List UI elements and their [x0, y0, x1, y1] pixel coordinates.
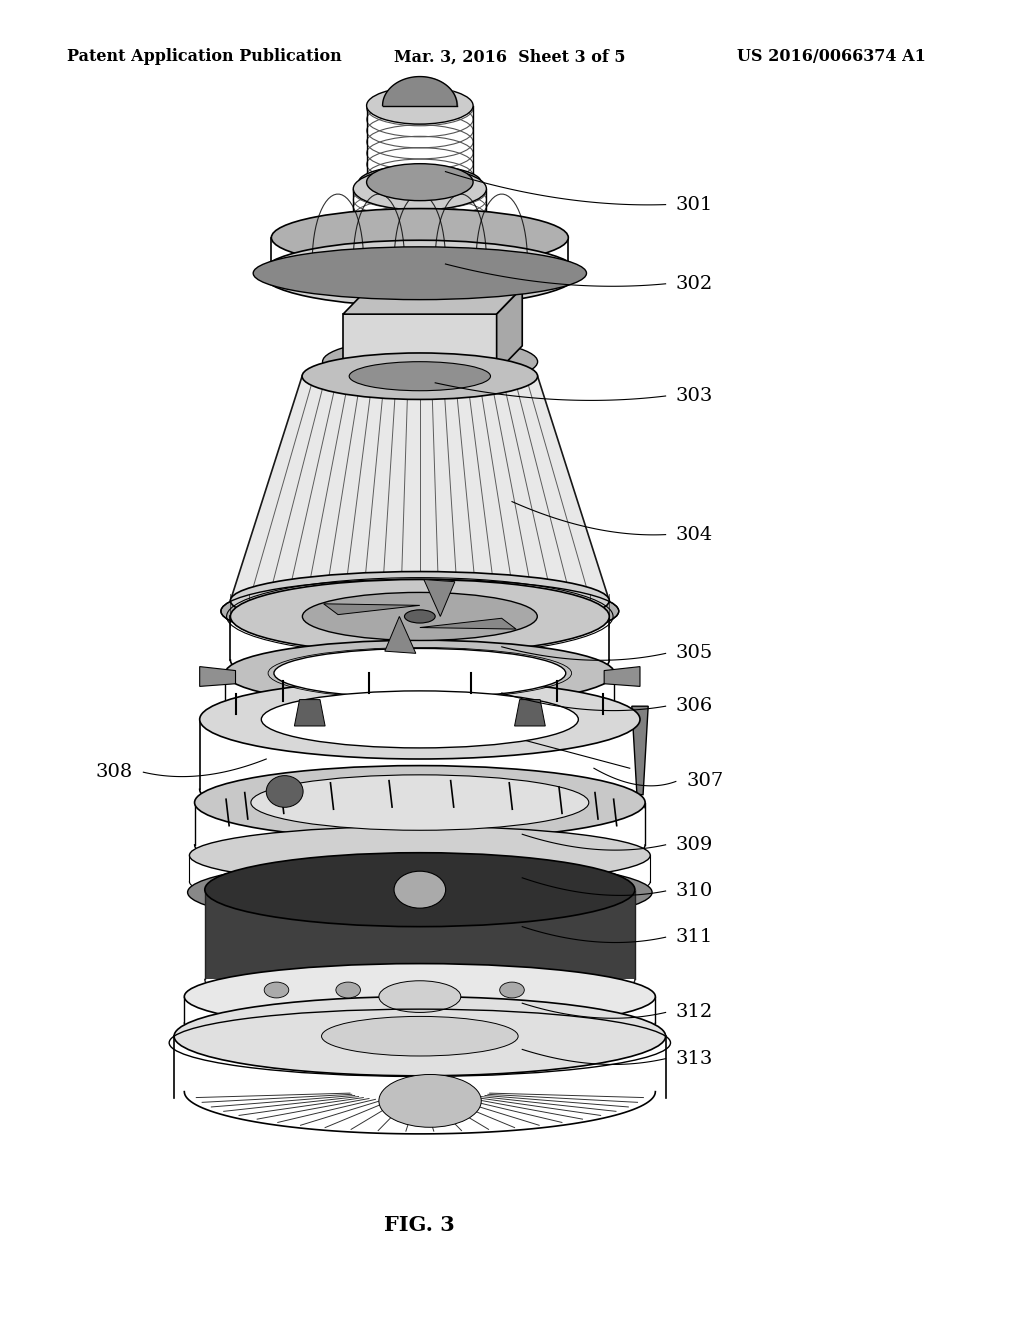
Ellipse shape [358, 165, 481, 199]
Text: 304: 304 [676, 525, 713, 544]
Ellipse shape [253, 247, 587, 300]
Ellipse shape [261, 690, 579, 748]
Ellipse shape [379, 1074, 481, 1127]
Ellipse shape [349, 362, 490, 391]
Polygon shape [343, 288, 522, 314]
Ellipse shape [302, 352, 538, 400]
Polygon shape [324, 603, 420, 615]
Ellipse shape [205, 853, 635, 927]
Ellipse shape [184, 964, 655, 1030]
Ellipse shape [379, 981, 461, 1012]
Text: 302: 302 [676, 275, 713, 293]
Text: 303: 303 [676, 387, 713, 405]
Polygon shape [205, 890, 635, 979]
Polygon shape [497, 288, 522, 372]
Text: 311: 311 [676, 928, 713, 946]
Ellipse shape [187, 859, 652, 925]
Ellipse shape [230, 572, 609, 630]
Ellipse shape [271, 209, 568, 267]
Ellipse shape [266, 776, 303, 808]
Polygon shape [514, 700, 545, 726]
Text: 309: 309 [676, 836, 713, 854]
Text: US 2016/0066374 A1: US 2016/0066374 A1 [737, 49, 926, 65]
Ellipse shape [189, 826, 650, 884]
Text: FIG. 3: FIG. 3 [384, 1214, 456, 1236]
Ellipse shape [261, 240, 579, 306]
Ellipse shape [404, 610, 435, 623]
Text: 308: 308 [96, 763, 133, 781]
Polygon shape [295, 700, 326, 726]
Ellipse shape [418, 982, 442, 998]
Polygon shape [343, 314, 497, 372]
Ellipse shape [174, 997, 666, 1076]
Ellipse shape [251, 775, 589, 830]
Text: 307: 307 [686, 772, 723, 791]
Ellipse shape [221, 579, 618, 643]
Ellipse shape [302, 593, 538, 640]
Polygon shape [200, 667, 236, 686]
Polygon shape [389, 267, 502, 288]
Ellipse shape [225, 640, 614, 706]
Ellipse shape [394, 871, 445, 908]
Ellipse shape [367, 164, 473, 201]
Polygon shape [604, 667, 640, 686]
Ellipse shape [230, 579, 609, 653]
Polygon shape [420, 618, 516, 630]
Ellipse shape [195, 766, 645, 840]
Ellipse shape [264, 982, 289, 998]
Ellipse shape [322, 1016, 518, 1056]
Ellipse shape [336, 982, 360, 998]
Text: 313: 313 [676, 1049, 713, 1068]
Polygon shape [385, 616, 416, 653]
Text: Patent Application Publication: Patent Application Publication [67, 49, 341, 65]
Ellipse shape [367, 87, 473, 124]
Ellipse shape [323, 338, 538, 385]
Polygon shape [632, 706, 648, 795]
Text: Mar. 3, 2016  Sheet 3 of 5: Mar. 3, 2016 Sheet 3 of 5 [394, 49, 626, 65]
Text: 310: 310 [676, 882, 713, 900]
Text: 306: 306 [676, 697, 713, 715]
Ellipse shape [353, 168, 486, 210]
Text: 301: 301 [676, 195, 713, 214]
Ellipse shape [200, 680, 640, 759]
Polygon shape [424, 579, 455, 616]
Ellipse shape [273, 648, 565, 698]
Ellipse shape [500, 982, 524, 998]
Text: 312: 312 [676, 1003, 713, 1022]
Text: 305: 305 [676, 644, 713, 663]
Polygon shape [230, 376, 609, 601]
